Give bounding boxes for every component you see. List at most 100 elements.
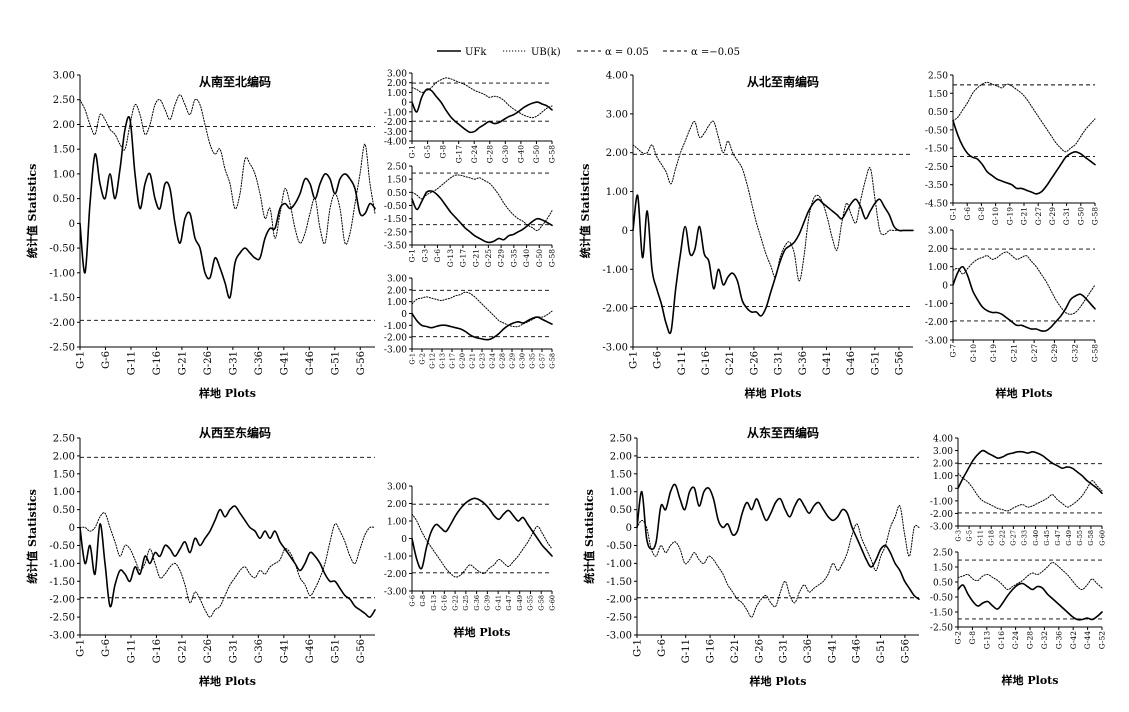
x-tick-label: G-26 [749, 351, 760, 375]
x-tick-label: G-50 [532, 145, 541, 163]
ubk-series-line [632, 120, 914, 282]
chart-title: 从东至西编码 [747, 425, 819, 440]
y-tick-label: 0.50 [933, 579, 953, 589]
x-tick-label: G-1 [629, 351, 640, 369]
y-tick-label: 1.50 [53, 145, 75, 156]
y-tick-label: 3.00 [387, 483, 407, 493]
x-tick-label: G-6 [657, 639, 668, 657]
y-tick-label: -4.50 [925, 200, 948, 210]
legend-alpha-neg-label: α =−0.05 [691, 47, 740, 58]
y-tick-label: -0.50 [384, 202, 407, 212]
y-tick-label: -3.50 [384, 242, 407, 252]
x-tick-label: G-31 [228, 639, 239, 663]
y-tick-label: 1.00 [610, 487, 632, 498]
ubk-series-line [957, 561, 1103, 591]
x-tick-label: G-58 [1087, 530, 1095, 546]
legend-ubk-label: UB(k) [531, 47, 561, 58]
x-tick-label: G-51 [330, 351, 341, 375]
y-tick-label: 2.00 [387, 79, 407, 89]
y-tick-label: 0 [622, 226, 628, 237]
sub-x-axis-title: 样地 Plots [454, 625, 511, 639]
x-tick-label: G-6 [408, 595, 416, 607]
y-tick-label: 0 [401, 310, 407, 320]
ufk-series-line [957, 449, 1103, 495]
x-tick-label: G-17 [448, 353, 456, 369]
y-tick-label: 2.00 [53, 120, 75, 131]
x-tick-label: G-58 [538, 595, 546, 611]
x-tick-label: G-6 [101, 351, 112, 369]
y-tick-label: 0 [69, 523, 75, 534]
x-tick-label: G-56 [895, 351, 906, 375]
x-tick-label: G-52 [1098, 631, 1107, 649]
y-tick-label: -1.00 [384, 553, 407, 563]
y-tick-label: -1.00 [384, 108, 407, 118]
y-tick-label: -3.50 [925, 181, 948, 191]
y-tick-label: -1.50 [49, 293, 75, 304]
ubk-series-line [79, 94, 376, 245]
y-tick-label: -1.50 [384, 215, 407, 225]
x-tick-label: G-36 [803, 639, 814, 663]
x-tick-label: G-1 [76, 351, 87, 369]
y-tick-label: -1.00 [49, 559, 75, 570]
legend: UFk UB(k) α = 0.05 α =−0.05 [437, 47, 740, 58]
x-tick-label: G-58 [548, 249, 557, 267]
y-tick-label: 0.50 [928, 108, 948, 118]
y-tick-label: 0 [401, 535, 407, 545]
y-tick-label: -0.50 [49, 541, 75, 552]
x-tick-label: G-17 [459, 249, 468, 267]
y-tick-label: -3.00 [925, 337, 948, 347]
chart-east-west-main: 从东至西编码 2.50 2.00 1.50 1.00 0.50 0 -0.50 -1.00 -1.… [582, 425, 920, 688]
chart-south-north-sub3: 3.002.001.000-1.00-2.00-3.00G-1 G-2 G-12 G-… [384, 275, 556, 369]
x-tick-label: G-24 [1011, 631, 1020, 649]
x-tick-label: G-60 [1098, 530, 1106, 546]
x-axis-title: 样地 Plots [745, 386, 802, 400]
ubk-series-line [411, 174, 553, 232]
chart-title: 从西至东编码 [199, 425, 271, 440]
y-tick-label: -2.50 [930, 624, 953, 634]
y-tick-label: -2.50 [384, 228, 407, 238]
y-tick-label: -2.00 [49, 595, 75, 606]
x-tick-label: G-3 [420, 249, 429, 263]
x-tick-label: G-8 [977, 207, 986, 221]
y-tick-label: -1.00 [602, 265, 628, 276]
y-tick-label: -2.50 [49, 343, 75, 354]
x-tick-label: G-26 [203, 351, 214, 375]
y-tick-label: 2.50 [610, 434, 632, 445]
y-tick-label: -2.00 [384, 118, 407, 128]
ubk-series-line [952, 251, 1096, 315]
x-tick-label: G-31 [1062, 207, 1071, 225]
x-tick-label: G-45 [1043, 530, 1051, 546]
y-tick-label: 4.00 [606, 71, 628, 82]
x-tick-label: G-33 [1021, 530, 1029, 546]
x-tick-label: G-21 [468, 353, 476, 369]
x-tick-label: G-28 [1026, 631, 1035, 649]
x-tick-label: G-21 [177, 351, 188, 375]
x-tick-label: G-46 [305, 639, 316, 663]
x-tick-label: G-41 [279, 351, 290, 375]
y-tick-label: -2.50 [49, 613, 75, 624]
x-tick-label: G-36 [798, 351, 809, 375]
x-tick-label: G-49 [516, 595, 524, 611]
ufk-series-line [411, 190, 553, 244]
y-tick-label: 0 [69, 219, 75, 230]
y-tick-label: 2.50 [53, 434, 75, 445]
y-tick-label: -1.00 [606, 559, 632, 570]
x-tick-label: G-41 [827, 639, 838, 663]
ubk-series-line [79, 512, 376, 618]
x-tick-label: G-50 [1076, 207, 1085, 225]
y-tick-label: 1.00 [387, 298, 407, 308]
x-tick-label: G-49 [1065, 530, 1073, 546]
x-tick-label: G-25 [484, 249, 493, 267]
y-tick-label: -2.00 [49, 318, 75, 329]
x-tick-label: G-31 [779, 639, 790, 663]
y-tick-label: -1.50 [606, 577, 632, 588]
x-tick-label: G-19 [1005, 207, 1014, 225]
x-tick-label: G-6 [653, 351, 664, 369]
ufk-series-line [636, 483, 920, 600]
x-tick-label: G-46 [846, 351, 857, 375]
x-tick-label: G-25 [462, 595, 470, 611]
x-tick-label: G-28 [498, 353, 506, 369]
y-tick-label: 0 [942, 282, 948, 292]
ufk-series-line [952, 119, 1096, 195]
y-tick-label: -1.00 [49, 268, 75, 279]
